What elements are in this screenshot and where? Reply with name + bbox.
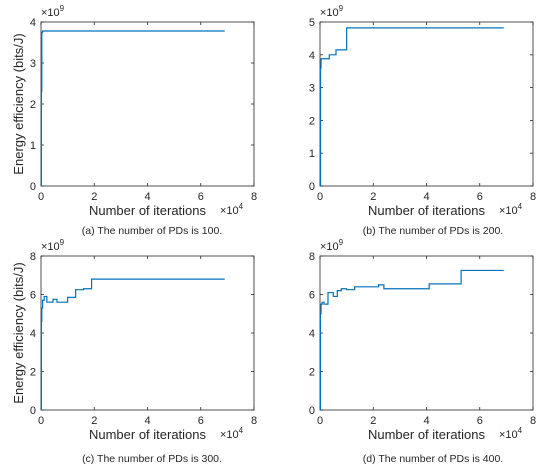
y-axis-label: Energy efficiency (bits/J) bbox=[11, 262, 26, 403]
y-multiplier: ×109 bbox=[320, 238, 344, 253]
series-line bbox=[319, 269, 504, 411]
y-tick-label: 2 bbox=[309, 115, 315, 127]
x-tick-label: 6 bbox=[198, 415, 204, 427]
x-tick-label: 8 bbox=[251, 415, 257, 427]
x-tick-label: 0 bbox=[317, 415, 323, 427]
y-tick-label: 0 bbox=[30, 181, 36, 193]
y-tick-label: 0 bbox=[30, 405, 36, 417]
y-tick-label: 4 bbox=[30, 328, 36, 340]
x-axis-label: Number of iterations bbox=[89, 203, 207, 218]
chart-panel-4: 0 2 4 6 8 0 2 4 6 8 ×109 ×104 Number of iterations (d… bbox=[309, 238, 536, 465]
x-tick-label: 2 bbox=[91, 191, 97, 203]
x-axis-label: Number of iterations bbox=[368, 203, 486, 218]
x-tick-label: 8 bbox=[530, 191, 536, 203]
y-tick-label: 0 bbox=[309, 405, 315, 417]
subfigure-caption: (c) The number of PDs is 300. bbox=[82, 453, 222, 465]
x-tick-label: 4 bbox=[423, 415, 429, 427]
y-tick-label: 5 bbox=[309, 17, 315, 29]
y-tick-label: 6 bbox=[309, 290, 315, 302]
y-axis-label: Energy efficiency (bits/J) bbox=[11, 33, 26, 174]
series-line bbox=[319, 27, 504, 187]
x-tick-label: 6 bbox=[477, 191, 483, 203]
subfigure-caption: (a) The number of PDs is 100. bbox=[82, 225, 222, 237]
series-line bbox=[40, 30, 225, 187]
x-tick-label: 0 bbox=[38, 191, 44, 203]
x-tick-label: 8 bbox=[530, 415, 536, 427]
y-tick-label: 4 bbox=[30, 17, 36, 29]
y-multiplier: ×109 bbox=[41, 238, 65, 253]
y-tick-label: 2 bbox=[309, 367, 315, 379]
x-multiplier: ×104 bbox=[220, 202, 244, 217]
x-tick-label: 6 bbox=[198, 191, 204, 203]
x-tick-label: 4 bbox=[144, 191, 150, 203]
x-multiplier: ×104 bbox=[499, 426, 523, 441]
x-axis-label: Number of iterations bbox=[89, 427, 207, 442]
plot-area bbox=[40, 255, 255, 411]
series-line bbox=[40, 278, 225, 411]
x-tick-label: 2 bbox=[370, 415, 376, 427]
x-tick-label: 0 bbox=[38, 415, 44, 427]
chart-panel-1: 0 2 4 6 8 0 1 2 3 4 ×109 ×104 Number of iterations En… bbox=[11, 4, 257, 237]
y-multiplier: ×109 bbox=[320, 4, 344, 19]
plot-area bbox=[40, 21, 255, 187]
y-tick-label: 4 bbox=[309, 328, 315, 340]
y-tick-label: 3 bbox=[309, 83, 315, 95]
x-multiplier: ×104 bbox=[499, 202, 523, 217]
x-multiplier: ×104 bbox=[220, 426, 244, 441]
x-tick-label: 2 bbox=[370, 191, 376, 203]
x-axis-label: Number of iterations bbox=[368, 427, 486, 442]
x-tick-label: 0 bbox=[317, 191, 323, 203]
x-tick-label: 6 bbox=[477, 415, 483, 427]
chart-panel-3: 0 2 4 6 8 0 2 4 6 8 ×109 ×104 Number of iterations En… bbox=[11, 238, 257, 465]
plot-area bbox=[319, 21, 534, 187]
y-tick-label: 6 bbox=[30, 290, 36, 302]
y-tick-label: 8 bbox=[309, 251, 315, 263]
x-tick-label: 8 bbox=[251, 191, 257, 203]
y-tick-label: 4 bbox=[309, 50, 315, 62]
subfigure-caption: (b) The number of PDs is 200. bbox=[363, 225, 503, 237]
y-tick-label: 2 bbox=[30, 367, 36, 379]
y-tick-label: 0 bbox=[309, 181, 315, 193]
y-tick-label: 3 bbox=[30, 58, 36, 70]
chart-panel-2: 0 2 4 6 8 0 1 2 3 4 5 ×109 ×104 Number of iterations (… bbox=[309, 4, 536, 237]
y-multiplier: ×109 bbox=[41, 4, 65, 19]
y-tick-label: 2 bbox=[30, 99, 36, 111]
y-tick-label: 1 bbox=[309, 148, 315, 160]
x-tick-label: 2 bbox=[91, 415, 97, 427]
subfigure-caption: (d) The number of PDs is 400. bbox=[363, 453, 503, 465]
plot-area bbox=[319, 255, 534, 411]
y-tick-label: 1 bbox=[30, 140, 36, 152]
x-tick-label: 4 bbox=[423, 191, 429, 203]
x-tick-label: 4 bbox=[144, 415, 150, 427]
y-tick-label: 8 bbox=[30, 251, 36, 263]
